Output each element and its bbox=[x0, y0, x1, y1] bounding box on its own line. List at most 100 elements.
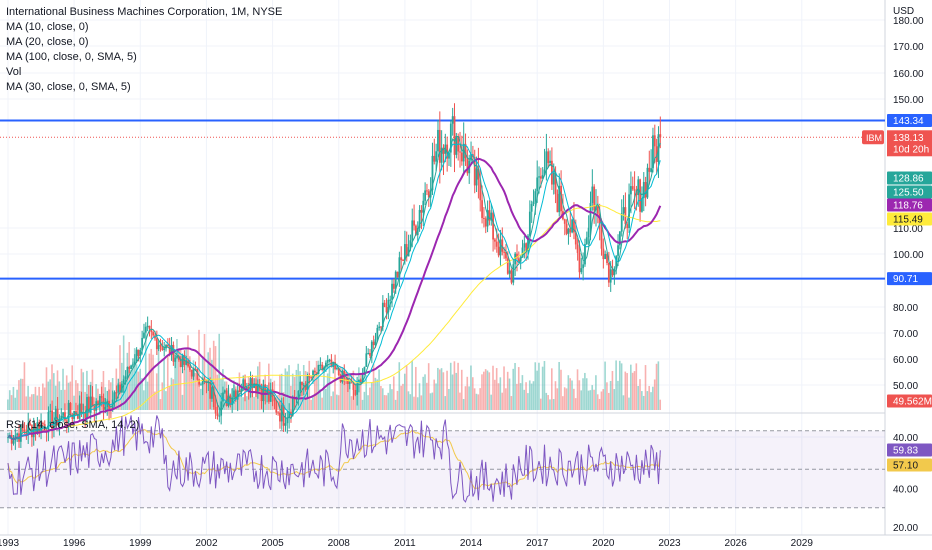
candle-body bbox=[245, 387, 248, 390]
volume-bar bbox=[429, 393, 432, 410]
candle-body bbox=[247, 387, 250, 390]
volume-bar bbox=[372, 363, 375, 410]
candle-body bbox=[639, 179, 641, 212]
candle-body bbox=[644, 182, 647, 198]
candle-body bbox=[370, 341, 373, 356]
volume-bar bbox=[336, 394, 338, 410]
volume-bar bbox=[288, 365, 290, 410]
volume-bar bbox=[659, 399, 662, 410]
volume-bar bbox=[539, 398, 542, 410]
volume-bar bbox=[58, 381, 61, 410]
candle-body bbox=[201, 378, 204, 385]
candle-body bbox=[609, 269, 612, 283]
candle-body bbox=[479, 179, 482, 201]
volume-bar bbox=[176, 339, 178, 410]
volume-bar bbox=[38, 386, 40, 410]
volume-bar bbox=[431, 392, 434, 410]
volume-bar bbox=[407, 391, 410, 410]
candle-body bbox=[475, 168, 478, 186]
candle-body bbox=[574, 232, 577, 245]
legend-study-ma10[interactable]: MA (10, close, 0) bbox=[6, 21, 89, 33]
volume-bar bbox=[18, 380, 20, 410]
volume-bar bbox=[607, 392, 610, 410]
volume-bar bbox=[646, 391, 649, 410]
volume-bar bbox=[477, 394, 480, 410]
rsi-legend[interactable]: RSI (14, close, SMA, 14, 2) bbox=[6, 419, 140, 431]
volume-bar bbox=[427, 363, 430, 410]
badge-ma-sma: 115.49 bbox=[893, 215, 923, 226]
legend-study-vol-ma[interactable]: MA (30, close, 0, SMA, 5) bbox=[6, 81, 131, 93]
volume-bar bbox=[190, 369, 193, 410]
legend-title[interactable]: International Business Machines Corporat… bbox=[6, 6, 283, 18]
candle-body bbox=[236, 390, 239, 400]
ma100-line bbox=[7, 157, 662, 441]
volume-bar bbox=[563, 387, 566, 410]
candle-body bbox=[242, 379, 245, 389]
candle-body bbox=[409, 240, 412, 248]
legend-study-ma100[interactable]: MA (100, close, 0, SMA, 5) bbox=[6, 51, 137, 63]
candle-body bbox=[132, 364, 134, 366]
candle-body bbox=[567, 228, 570, 234]
volume-bar bbox=[545, 392, 548, 410]
legend-study-vol[interactable]: Vol bbox=[6, 66, 22, 78]
volume-bar bbox=[51, 364, 53, 410]
candle-body bbox=[324, 362, 327, 368]
volume-bar bbox=[172, 379, 175, 410]
volume-bar bbox=[343, 367, 345, 410]
candle-body bbox=[69, 402, 72, 415]
candle-body bbox=[490, 212, 493, 221]
volume-bar bbox=[244, 393, 246, 410]
volume-bar bbox=[369, 387, 371, 410]
price-tick-label: 100.00 bbox=[893, 250, 924, 261]
volume-bar bbox=[150, 348, 153, 410]
volume-bar bbox=[194, 372, 197, 410]
volume-bar bbox=[466, 376, 469, 410]
price-tick-label: 150.00 bbox=[893, 95, 924, 106]
horizontal-lines bbox=[0, 119, 885, 280]
volume-bar bbox=[598, 398, 601, 410]
volume-bar bbox=[347, 378, 349, 410]
volume-bar bbox=[137, 371, 140, 410]
volume-bar bbox=[490, 394, 492, 410]
candle-body bbox=[220, 401, 223, 416]
candle-body bbox=[95, 401, 98, 411]
volume-bar bbox=[350, 396, 353, 410]
candle-body bbox=[200, 384, 202, 386]
volume-bar bbox=[440, 368, 443, 410]
candle-body bbox=[404, 244, 406, 261]
volume-bar bbox=[242, 397, 244, 410]
volume-bar bbox=[45, 367, 48, 410]
time-axis[interactable]: 1993 1996 1999 2002 2005 2008 2011 2014 2017 2020… bbox=[0, 538, 813, 549]
candle-body bbox=[146, 325, 149, 327]
volume-bar bbox=[23, 362, 26, 410]
volume-bar bbox=[415, 366, 417, 410]
volume-bar bbox=[602, 389, 605, 410]
volume-bar bbox=[580, 390, 582, 410]
candle-body bbox=[416, 227, 419, 236]
candle-body bbox=[571, 219, 574, 233]
candle-body bbox=[460, 152, 463, 162]
legend-study-ma20[interactable]: MA (20, close, 0) bbox=[6, 36, 89, 48]
volume-bar bbox=[253, 396, 255, 410]
badge-rsi-bg bbox=[887, 443, 932, 457]
candle-body bbox=[115, 392, 118, 394]
candle-body bbox=[501, 239, 504, 252]
candle-body bbox=[58, 419, 61, 426]
volume-bar bbox=[363, 391, 366, 410]
candle-body bbox=[185, 360, 188, 365]
candle-body bbox=[326, 359, 329, 363]
volume-bar bbox=[532, 381, 535, 410]
candle-body bbox=[317, 365, 320, 374]
candle-body bbox=[558, 185, 561, 213]
candle-body bbox=[159, 345, 162, 347]
volume-bar bbox=[374, 377, 377, 410]
volume-bar bbox=[600, 391, 603, 410]
volume-bar bbox=[370, 382, 373, 410]
candle-body bbox=[440, 147, 443, 163]
volume-bar bbox=[596, 394, 599, 410]
volume-bar bbox=[170, 377, 173, 410]
volume-bar bbox=[420, 395, 423, 410]
volume-bar bbox=[492, 365, 494, 410]
volume-bar bbox=[558, 361, 560, 410]
